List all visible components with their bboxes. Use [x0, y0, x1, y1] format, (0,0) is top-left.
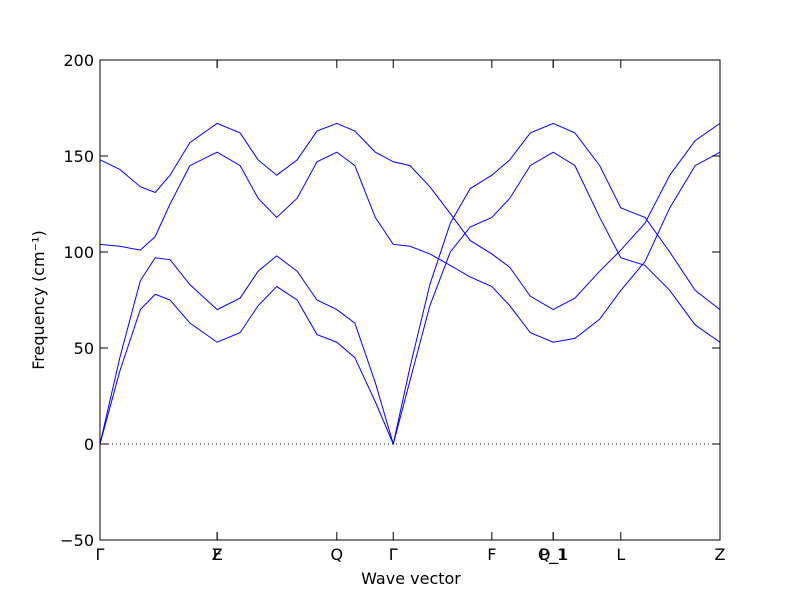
band-line — [99, 151, 721, 343]
x-tick-label: L — [616, 545, 625, 564]
x-tick-label: Γ — [389, 545, 398, 564]
x-tick-label: Q — [331, 545, 344, 564]
x-axis-label: Wave vector — [361, 569, 461, 588]
y-tick-label: 100 — [63, 243, 94, 262]
plot-frame — [99, 59, 721, 541]
x-tick-label: Γ — [96, 545, 105, 564]
y-tick-label: 50 — [74, 339, 94, 358]
x-tick-label: P_1 — [539, 545, 567, 565]
y-tick-label: 200 — [63, 51, 94, 70]
x-tick-label: Q_1 — [538, 545, 569, 565]
y-tick-label: 150 — [63, 147, 94, 166]
y-axis-label: Frequency (cm⁻¹) — [29, 230, 48, 369]
x-tick-label: Z — [212, 545, 223, 564]
band-line — [99, 122, 721, 311]
band-line — [99, 151, 721, 446]
y-tick-label: 0 — [84, 435, 94, 454]
x-tick-label: F — [213, 545, 222, 564]
y-tick-label: −50 — [60, 531, 94, 550]
x-tick-label: Z — [715, 545, 726, 564]
x-tick-label: F — [487, 545, 496, 564]
